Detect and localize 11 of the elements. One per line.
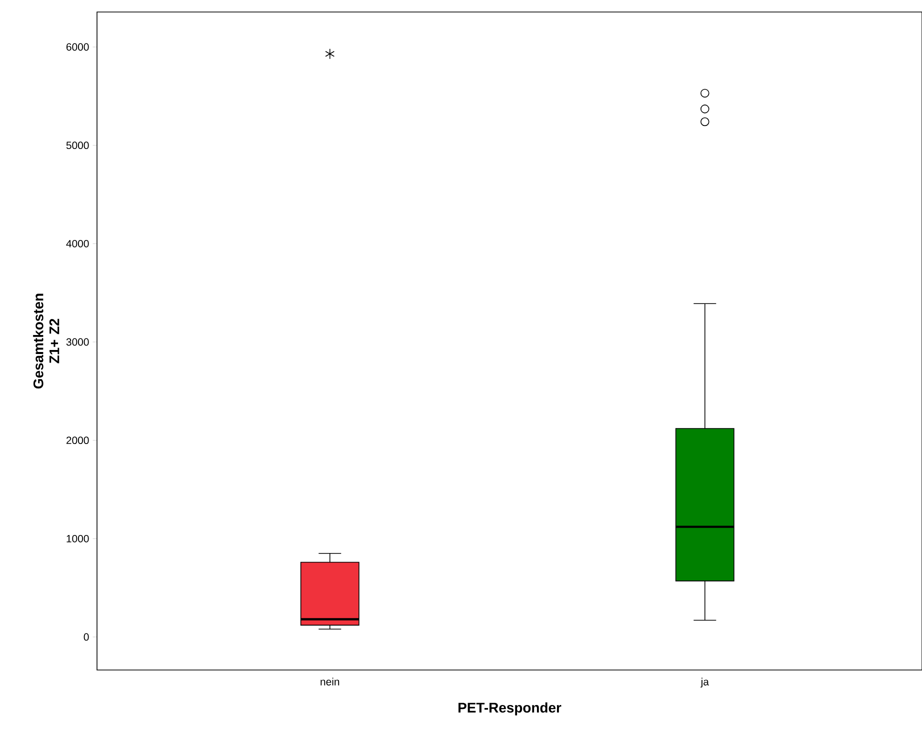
y-tick-label: 6000 xyxy=(66,43,89,51)
y-tick-label: 1000 xyxy=(66,534,89,542)
y-tick-label: 4000 xyxy=(66,240,89,248)
y-axis-title: Gesamtkosten Z1+ Z2 xyxy=(33,294,60,388)
y-tick-label: 0 xyxy=(84,633,89,641)
y-tick-label: 5000 xyxy=(66,142,89,150)
x-tick-label: nein xyxy=(320,678,340,686)
x-tick-label: ja xyxy=(700,678,709,688)
x-axis-title: PET-Responder xyxy=(458,702,562,716)
y-tick-label: 2000 xyxy=(66,436,89,444)
y-tick-label: 3000 xyxy=(66,338,89,346)
